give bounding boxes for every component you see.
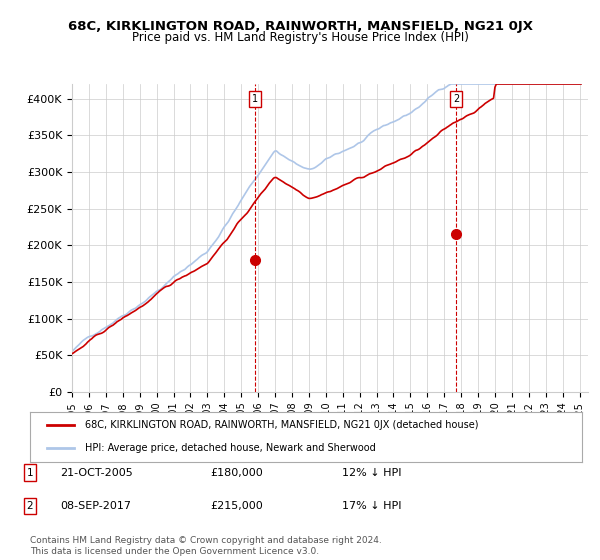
Text: 68C, KIRKLINGTON ROAD, RAINWORTH, MANSFIELD, NG21 0JX (detached house): 68C, KIRKLINGTON ROAD, RAINWORTH, MANSFI…	[85, 420, 479, 430]
Text: 21-OCT-2005: 21-OCT-2005	[60, 468, 133, 478]
Text: 2: 2	[453, 94, 459, 104]
Text: 1: 1	[26, 468, 34, 478]
Text: £215,000: £215,000	[210, 501, 263, 511]
Text: 08-SEP-2017: 08-SEP-2017	[60, 501, 131, 511]
Text: 2: 2	[26, 501, 34, 511]
Text: HPI: Average price, detached house, Newark and Sherwood: HPI: Average price, detached house, Newa…	[85, 444, 376, 454]
Text: 12% ↓ HPI: 12% ↓ HPI	[342, 468, 401, 478]
Text: 1: 1	[251, 94, 258, 104]
Text: Contains HM Land Registry data © Crown copyright and database right 2024.
This d: Contains HM Land Registry data © Crown c…	[30, 536, 382, 556]
Text: Price paid vs. HM Land Registry's House Price Index (HPI): Price paid vs. HM Land Registry's House …	[131, 31, 469, 44]
Text: 68C, KIRKLINGTON ROAD, RAINWORTH, MANSFIELD, NG21 0JX: 68C, KIRKLINGTON ROAD, RAINWORTH, MANSFI…	[67, 20, 533, 32]
Text: £180,000: £180,000	[210, 468, 263, 478]
Text: 17% ↓ HPI: 17% ↓ HPI	[342, 501, 401, 511]
